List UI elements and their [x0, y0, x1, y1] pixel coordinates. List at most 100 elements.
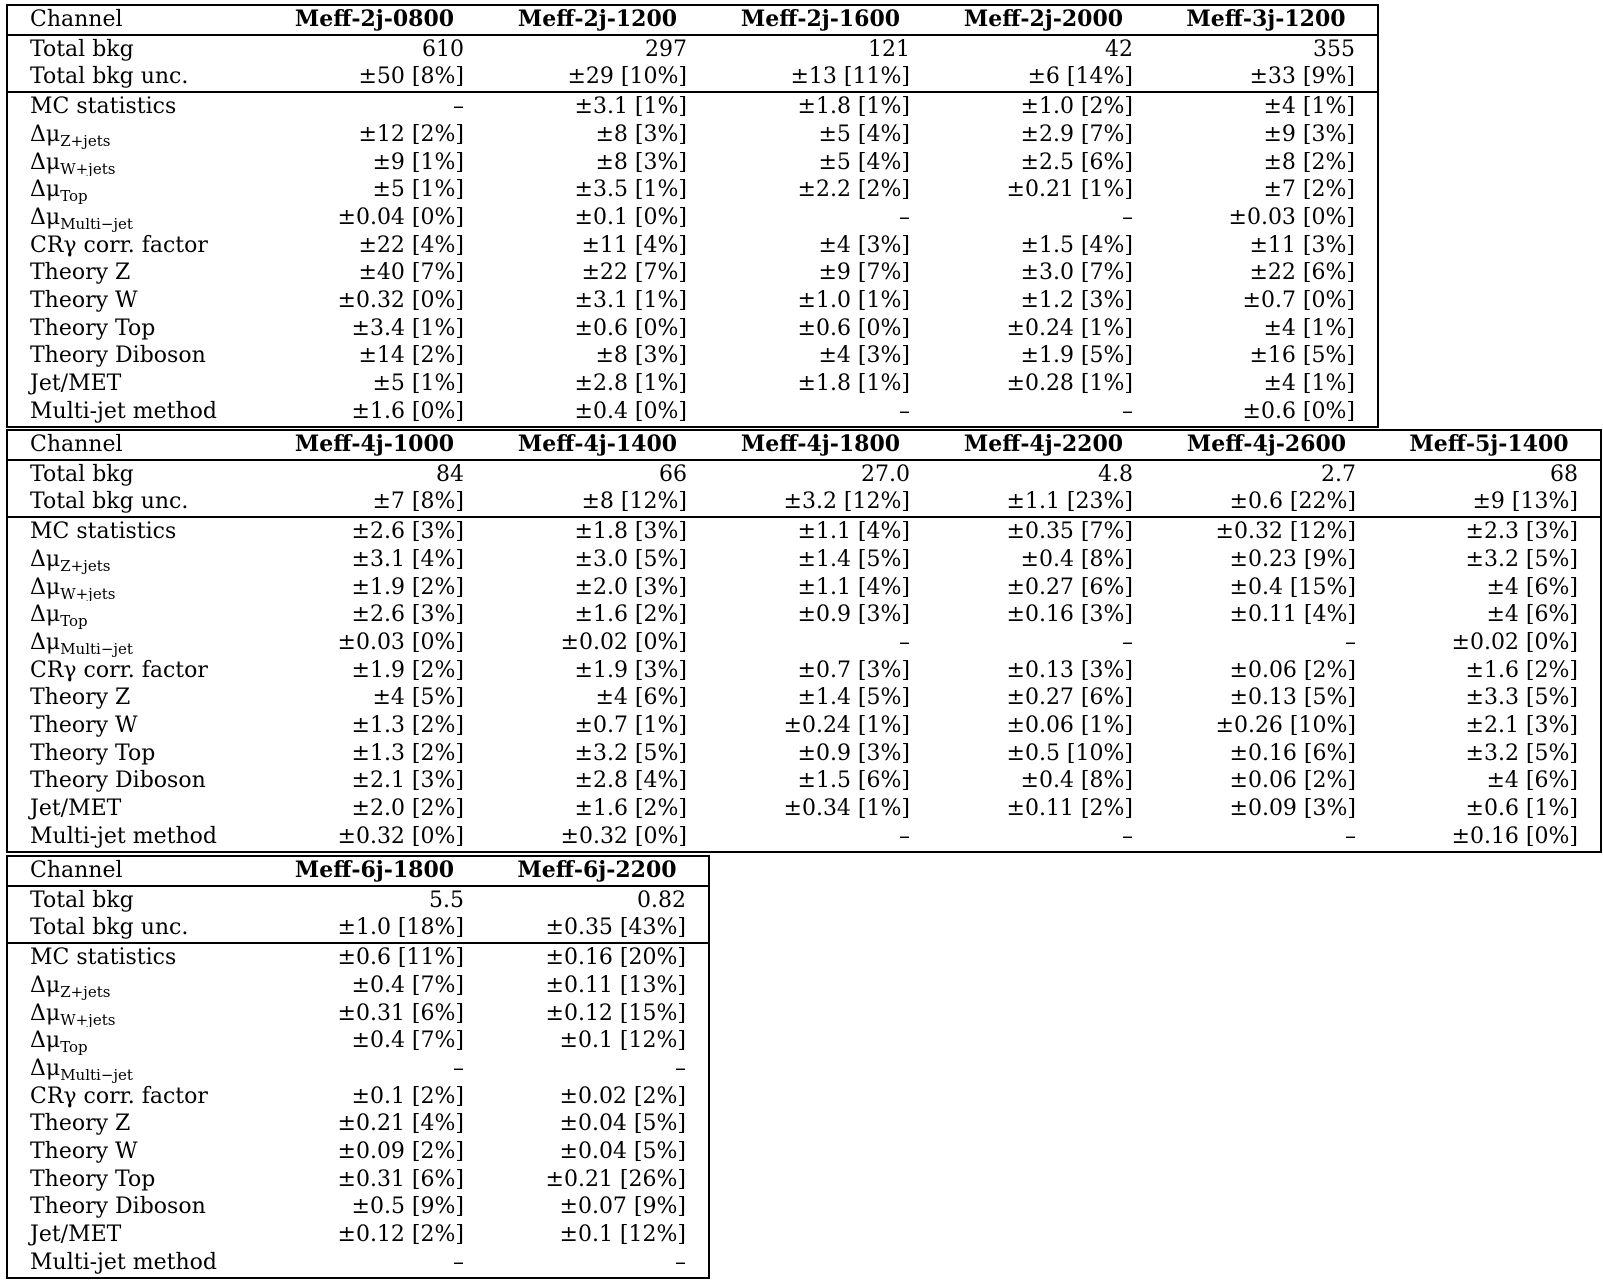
table-cell: ±0.5 [9%]: [351, 1194, 464, 1220]
table-cell: ±2.3 [3%]: [1378, 516, 1601, 546]
row-label: Channel: [30, 7, 123, 32]
table-cell: ±0.34 [1%]: [783, 796, 910, 822]
table-row: Multi-jet method – –: [7, 1249, 709, 1278]
column-header: Meff-2j-1600: [740, 6, 901, 32]
table-cell: ±3.1 [1%]: [486, 91, 709, 121]
table-cell: ±0.04 [5%]: [559, 1139, 686, 1165]
row-label: Theory Top: [30, 1166, 156, 1192]
table-cell: ±8 [3%]: [595, 149, 688, 175]
row-label: ΔμZ+jets: [30, 546, 111, 574]
column-header: Meff-5j-1400: [1409, 431, 1569, 457]
table-cell: ±0.32 [0%]: [560, 823, 687, 849]
table-cell: ±0.06 [1%]: [1006, 713, 1133, 739]
table-cell: ±1.6 [2%]: [574, 602, 687, 628]
table-cell: ±2.1 [3%]: [1465, 713, 1578, 739]
table-cell: 121: [709, 33, 932, 64]
table-cell: ±0.09 [3%]: [1229, 796, 1356, 822]
row-label: Theory W: [30, 288, 138, 314]
table-cell: ±0.16 [6%]: [1229, 740, 1356, 766]
table-cell: ±0.7 [0%]: [1242, 288, 1355, 314]
table-row: ΔμZ+jets ±0.4 [7%] ±0.11 [13%]: [7, 972, 709, 1000]
row-label: CRγ corr. factor: [30, 1083, 208, 1109]
row-label: ΔμW+jets: [30, 574, 116, 602]
table-cell: ±0.16 [20%]: [486, 942, 709, 972]
row-label: Theory W: [30, 1139, 138, 1165]
table-cell: ±4 [6%]: [595, 685, 688, 711]
table-cell: –: [899, 823, 910, 849]
table-cell: –: [899, 629, 910, 655]
table-cell: ±0.27 [6%]: [1006, 685, 1133, 711]
table-cell: ±0.7 [1%]: [574, 713, 687, 739]
table-cell: 355: [1155, 33, 1378, 64]
table-cell: ±11 [4%]: [581, 232, 688, 258]
table-cell: ±0.35 [7%]: [932, 516, 1155, 546]
table-cell: ±1.0 [18%]: [337, 915, 464, 941]
table-cell: ±0.12 [2%]: [337, 1222, 464, 1248]
table-cell: ±0.4 [7%]: [351, 1028, 464, 1054]
table-cell: ±0.16 [3%]: [1006, 602, 1133, 628]
uncertainty-table-2: Channel Meff-4j-1000 Meff-4j-1400 Meff-4j-1…: [6, 429, 1602, 853]
table-cell: ±2.6 [3%]: [351, 602, 464, 628]
table-cell: ±14 [2%]: [358, 343, 465, 369]
table-cell: ±0.4 [8%]: [1020, 546, 1133, 572]
column-header: Meff-4j-2200: [963, 431, 1124, 457]
table-row: Total bkg unc. ±7 [8%] ±8 [12%] ±3.2 [12%] ±…: [7, 488, 1601, 517]
table-cell: ±2.8 [4%]: [574, 768, 687, 794]
table-row: ΔμW+jets ±9 [1%] ±8 [3%] ±5 [4%] ±2.5 [6%] ±8…: [7, 149, 1378, 177]
table-cell: ±0.1 [2%]: [351, 1083, 464, 1109]
table-cell: ±1.1 [4%]: [797, 574, 910, 600]
table-cell: ±1.1 [23%]: [1006, 489, 1133, 515]
table-cell: ±1.0 [2%]: [932, 91, 1155, 121]
table-cell: ±3.1 [4%]: [351, 546, 464, 572]
table-cell: ±3.2 [5%]: [574, 740, 687, 766]
table-cell: ±0.9 [3%]: [797, 602, 910, 628]
table-cell: ±1.3 [2%]: [351, 713, 464, 739]
row-label: Theory W: [30, 713, 138, 739]
table-row: ΔμZ+jets ±3.1 [4%] ±3.0 [5%] ±1.4 [5%] ±0.4 …: [7, 546, 1601, 574]
table-row: ΔμMulti−jet ±0.03 [0%] ±0.02 [0%] – – – ±0.02 …: [7, 629, 1601, 657]
table-cell: ±0.13 [5%]: [1229, 685, 1356, 711]
table-cell: ±0.06 [2%]: [1229, 768, 1356, 794]
table-cell: 66: [486, 458, 709, 489]
table-cell: ±2.0 [3%]: [574, 574, 687, 600]
table-cell: ±2.2 [2%]: [797, 177, 910, 203]
uncertainty-table-3: Channel Meff-6j-1800 Meff-6j-2200 Total bkg…: [6, 855, 710, 1279]
row-label: ΔμW+jets: [30, 1000, 116, 1028]
table-cell: ±3.2 [5%]: [1465, 740, 1578, 766]
column-header: Meff-3j-1200: [1186, 6, 1346, 32]
table-cell: –: [675, 1249, 686, 1275]
table-cell: ±22 [7%]: [581, 260, 688, 286]
table-cell: –: [675, 1055, 686, 1081]
table-row: MC statistics ±2.6 [3%] ±1.8 [3%] ±1.1 [4%]…: [7, 516, 1601, 546]
row-label: Channel: [30, 858, 123, 883]
table-cell: –: [1122, 629, 1133, 655]
table-row: ΔμTop ±0.4 [7%] ±0.1 [12%]: [7, 1027, 709, 1055]
row-label: Total bkg unc.: [30, 489, 189, 515]
table-cell: ±1.9 [5%]: [1020, 343, 1133, 369]
table-cell: ±0.6 [22%]: [1229, 489, 1356, 515]
table-cell: ±1.2 [3%]: [1020, 288, 1133, 314]
table-cell: ±0.24 [1%]: [1006, 315, 1133, 341]
table-cell: –: [453, 1249, 464, 1275]
table-cell: 610: [263, 33, 486, 64]
table-cell: ±0.11 [2%]: [1006, 796, 1133, 822]
table-cell: ±5 [1%]: [372, 177, 465, 203]
row-label: ΔμTop: [30, 602, 88, 629]
table-cell: ±1.8 [1%]: [709, 91, 932, 121]
table-row: Total bkg unc. ±1.0 [18%] ±0.35 [43%]: [7, 914, 709, 943]
table-cell: ±1.5 [4%]: [1020, 232, 1133, 258]
table-cell: –: [1122, 398, 1133, 424]
row-label: MC statistics: [7, 91, 263, 121]
table-cell: ±0.06 [2%]: [1229, 657, 1356, 683]
table-cell: ±16 [5%]: [1249, 343, 1356, 369]
table-cell: ±0.6 [11%]: [263, 942, 486, 972]
table-cell: ±0.1 [12%]: [559, 1222, 686, 1248]
table-cell: ±1.8 [1%]: [797, 371, 910, 397]
column-header: Meff-6j-2200: [517, 857, 677, 883]
table-cell: ±1.9 [3%]: [574, 657, 687, 683]
table-cell: ±0.6 [0%]: [1242, 398, 1355, 424]
table-cell: ±9 [7%]: [818, 260, 911, 286]
table-row: ΔμZ+jets ±12 [2%] ±8 [3%] ±5 [4%] ±2.9 [7%] ±…: [7, 121, 1378, 149]
table-cell: ±0.21 [1%]: [1006, 177, 1133, 203]
table-cell: –: [1345, 629, 1356, 655]
